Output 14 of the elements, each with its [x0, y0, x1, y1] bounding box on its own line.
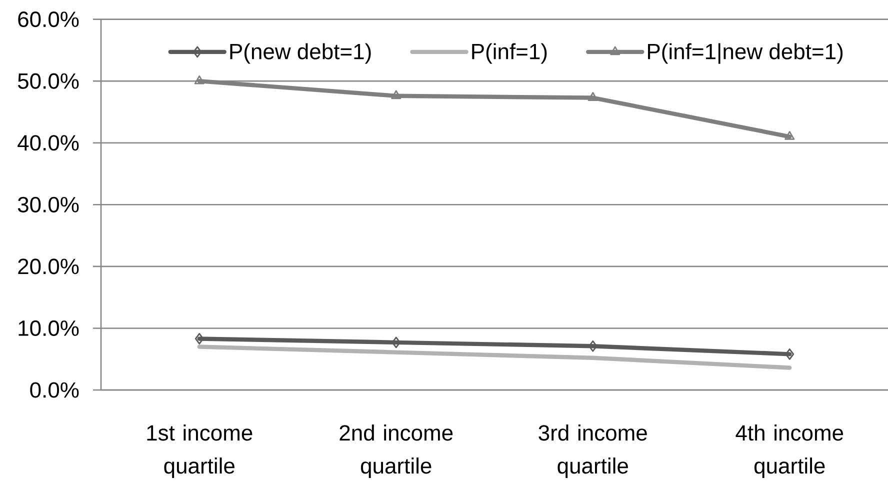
- y-tick-label: 20.0%: [18, 258, 79, 274]
- x-tick-label: 2nd income quartile: [340, 424, 453, 478]
- y-tick-label: 40.0%: [18, 135, 79, 151]
- x-tick-label: 1st income quartile: [147, 424, 252, 478]
- legend-label: P(inf=1): [472, 43, 547, 64]
- legend-label: P(new debt=1): [230, 43, 371, 64]
- x-tick-label: 4th income quartile: [736, 424, 844, 478]
- x-tick-label: 3rd income quartile: [538, 424, 647, 478]
- y-tick-label: 50.0%: [18, 73, 79, 89]
- y-tick-label: 0.0%: [30, 382, 79, 398]
- y-tick-label: 10.0%: [18, 320, 79, 336]
- legend-label: P(inf=1|new debt=1): [648, 43, 843, 64]
- y-tick-label: 60.0%: [18, 12, 79, 28]
- y-tick-label: 30.0%: [18, 196, 79, 212]
